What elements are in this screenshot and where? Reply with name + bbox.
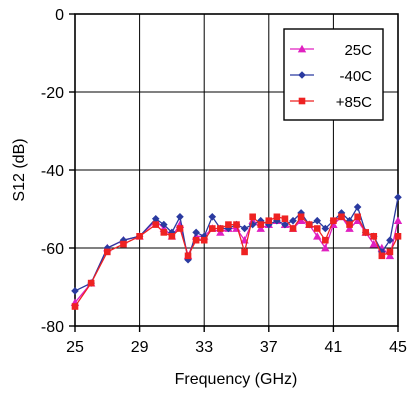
y-tick-label: -20 (41, 85, 64, 102)
data-point (297, 209, 305, 217)
y-axis-ticks: 0 -20 -40 -60 -80 (41, 7, 75, 336)
data-point (200, 232, 208, 241)
data-point (208, 225, 216, 232)
legend-marker (297, 44, 307, 53)
data-point (273, 216, 281, 225)
y-axis-label: S12 (dB) (11, 138, 28, 201)
legend-marker (298, 71, 306, 79)
data-point (160, 229, 168, 236)
data-point (370, 233, 378, 240)
series-+85C (71, 213, 402, 310)
data-point (136, 233, 143, 240)
data-point (385, 251, 395, 260)
data-point (71, 303, 79, 310)
data-point (217, 225, 224, 232)
x-tick-label: 33 (195, 339, 213, 356)
data-point (386, 236, 394, 244)
legend: 25C -40C +85C (283, 28, 384, 121)
x-tick-label: 25 (66, 339, 84, 356)
data-point (87, 279, 95, 287)
data-point (313, 232, 322, 240)
data-point (233, 221, 240, 228)
data-point (346, 221, 353, 228)
data-point (354, 213, 361, 221)
data-point (192, 228, 200, 237)
legend-marker (298, 97, 306, 105)
data-point (240, 224, 249, 233)
data-point (313, 216, 322, 225)
data-point (71, 287, 79, 295)
data-point (152, 221, 160, 228)
x-axis-ticks: 25 29 33 37 41 45 (66, 326, 407, 356)
x-tick-label: 37 (260, 339, 278, 356)
series-group (70, 193, 403, 310)
data-point (184, 255, 192, 264)
data-point (297, 213, 305, 221)
data-point (305, 221, 313, 228)
data-point (345, 224, 354, 232)
data-point (378, 252, 386, 260)
data-point (337, 209, 346, 217)
data-point (257, 221, 265, 228)
data-point (151, 214, 160, 223)
data-point (353, 203, 362, 211)
data-point (313, 225, 321, 232)
data-point (256, 224, 265, 232)
data-point (338, 213, 345, 221)
x-tick-label: 29 (131, 339, 149, 356)
y-tick-label: -60 (41, 241, 64, 258)
data-point (393, 216, 403, 225)
x-tick-label: 45 (389, 339, 407, 356)
data-point (296, 216, 306, 225)
data-point (200, 236, 208, 244)
data-point (192, 236, 200, 244)
data-point (322, 236, 329, 244)
data-point (241, 248, 248, 256)
data-point (176, 225, 184, 232)
data-point (289, 225, 297, 232)
x-axis-label: Frequency (GHz) (175, 371, 298, 388)
data-point (330, 217, 337, 224)
data-point (321, 224, 330, 233)
data-point (249, 213, 256, 221)
data-point (273, 213, 281, 221)
data-point (184, 252, 192, 260)
y-tick-label: -80 (41, 319, 64, 336)
data-point (321, 243, 330, 252)
data-point (248, 216, 257, 225)
data-point (386, 248, 394, 256)
data-point (120, 240, 127, 248)
data-point (281, 220, 289, 229)
data-point (225, 221, 232, 228)
data-point (208, 213, 217, 221)
legend-entry: 25C (344, 42, 372, 59)
legend-entry: +85C (336, 94, 372, 111)
data-point (265, 217, 273, 224)
data-point (119, 236, 128, 244)
y-tick-label: 0 (55, 7, 64, 24)
data-point (394, 193, 402, 202)
data-point (394, 233, 402, 240)
data-point (168, 228, 176, 237)
data-point (289, 216, 297, 225)
data-point (168, 233, 176, 240)
data-point (369, 239, 378, 248)
data-point (160, 220, 168, 229)
data-point (256, 216, 265, 225)
data-point (104, 248, 111, 256)
data-point (378, 248, 386, 256)
data-point (281, 215, 289, 223)
data-point (265, 220, 273, 229)
x-tick-label: 41 (325, 339, 343, 356)
data-point (345, 216, 354, 225)
y-tick-label: -40 (41, 163, 64, 180)
data-point (176, 213, 184, 221)
legend-entry: -40C (339, 68, 372, 85)
data-point (362, 229, 369, 236)
